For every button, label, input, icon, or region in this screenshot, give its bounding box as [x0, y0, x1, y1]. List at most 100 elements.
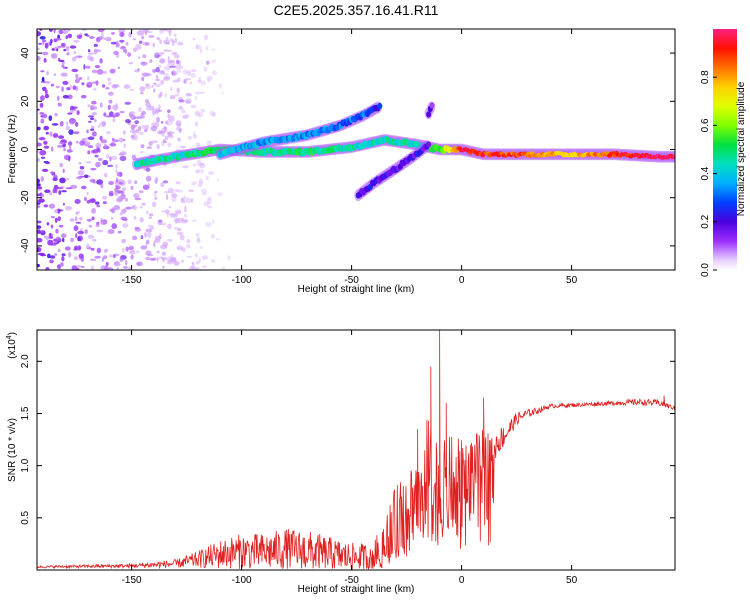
noise-dot	[87, 76, 90, 81]
noise-dot	[123, 265, 128, 269]
noise-dot	[38, 42, 42, 45]
noise-dot	[50, 146, 54, 152]
noise-dot	[88, 120, 92, 123]
noise-dot	[125, 246, 129, 252]
noise-dot	[167, 223, 172, 230]
noise-dot	[115, 186, 121, 190]
noise-dot	[93, 43, 98, 48]
snr-frame	[36, 329, 676, 571]
noise-dot	[183, 207, 188, 213]
noise-dot	[75, 141, 79, 144]
noise-dot	[178, 99, 185, 103]
noise-dot	[201, 255, 208, 260]
noise-dot	[129, 249, 136, 255]
noise-dot	[45, 131, 49, 135]
noise-dot	[197, 112, 203, 118]
noise-dot	[166, 261, 174, 265]
noise-dot	[37, 157, 41, 163]
noise-dot	[49, 41, 52, 46]
noise-dot	[76, 34, 83, 40]
noise-dot	[58, 190, 62, 195]
noise-dot	[207, 78, 210, 83]
noise-dot	[66, 87, 71, 91]
noise-dot	[129, 88, 135, 92]
noise-dot	[61, 190, 67, 193]
noise-dot	[106, 131, 111, 135]
noise-dot	[181, 109, 186, 114]
noise-dot	[140, 91, 144, 95]
noise-dot	[196, 238, 201, 244]
noise-dot	[140, 235, 144, 240]
noise-dot	[115, 40, 119, 46]
noise-dot	[191, 261, 195, 265]
noise-dot	[69, 144, 72, 151]
noise-dot	[54, 46, 60, 49]
y-tick-label: 2.0	[20, 354, 31, 368]
noise-dot	[52, 177, 58, 182]
noise-dot	[60, 233, 67, 238]
noise-dot	[86, 81, 93, 86]
snr-xlabel: Height of straight line (km)	[298, 584, 415, 595]
noise-dot	[62, 29, 70, 34]
noise-dot	[154, 83, 162, 88]
noise-dot	[180, 259, 185, 263]
noise-dot	[210, 259, 216, 263]
noise-dot	[156, 37, 161, 41]
noise-dot	[189, 81, 193, 85]
colorbar-tick-label: 0.8	[700, 70, 711, 84]
noise-dot	[78, 253, 84, 259]
noise-dot	[171, 41, 175, 46]
noise-dot	[39, 149, 47, 156]
noise-dot	[182, 165, 189, 169]
colorbar-gradient	[713, 29, 737, 270]
noise-dot	[193, 131, 196, 137]
noise-dot	[77, 245, 82, 251]
noise-dot	[173, 226, 179, 230]
noise-dot	[153, 239, 161, 243]
noise-dot	[85, 243, 90, 249]
noise-dot	[123, 143, 126, 149]
noise-dot	[128, 245, 134, 251]
noise-dot	[171, 188, 174, 194]
noise-dot	[72, 106, 78, 109]
y-tick-label: 1.0	[20, 458, 31, 472]
noise-dot	[159, 58, 166, 64]
noise-dot	[100, 139, 108, 144]
noise-dot	[45, 161, 50, 165]
noise-dot	[49, 131, 53, 137]
noise-dot	[176, 77, 181, 83]
noise-dot	[124, 101, 132, 105]
noise-dot	[77, 170, 85, 176]
noise-dot	[194, 121, 198, 127]
noise-dot	[198, 76, 201, 81]
noise-dot	[174, 54, 180, 59]
noise-dot	[92, 81, 99, 84]
noise-dot	[105, 115, 111, 118]
x-tick-label: 50	[566, 575, 578, 586]
noise-dot	[109, 68, 116, 74]
noise-dot	[175, 120, 182, 127]
noise-dot	[65, 121, 69, 126]
noise-dot	[131, 134, 136, 141]
noise-dot	[105, 262, 109, 268]
noise-dot	[92, 239, 97, 242]
noise-dot	[215, 238, 221, 241]
snr-line	[37, 330, 675, 570]
noise-dot	[159, 39, 162, 45]
noise-dot	[167, 49, 172, 52]
snr-multiplier-base: (x10	[7, 339, 18, 359]
noise-dot	[65, 206, 72, 211]
noise-dot	[156, 75, 159, 78]
noise-dot	[151, 140, 159, 143]
noise-dot	[103, 266, 109, 270]
colorbar-tick-label: 0.2	[700, 214, 711, 228]
noise-dot	[87, 150, 91, 155]
noise-dot	[153, 69, 156, 73]
noise-dot	[153, 82, 157, 85]
noise-dot	[190, 73, 197, 78]
noise-dot	[196, 266, 200, 270]
noise-dot	[176, 231, 184, 236]
noise-dot	[84, 33, 88, 36]
noise-dot	[108, 91, 114, 96]
noise-dot	[171, 51, 178, 56]
